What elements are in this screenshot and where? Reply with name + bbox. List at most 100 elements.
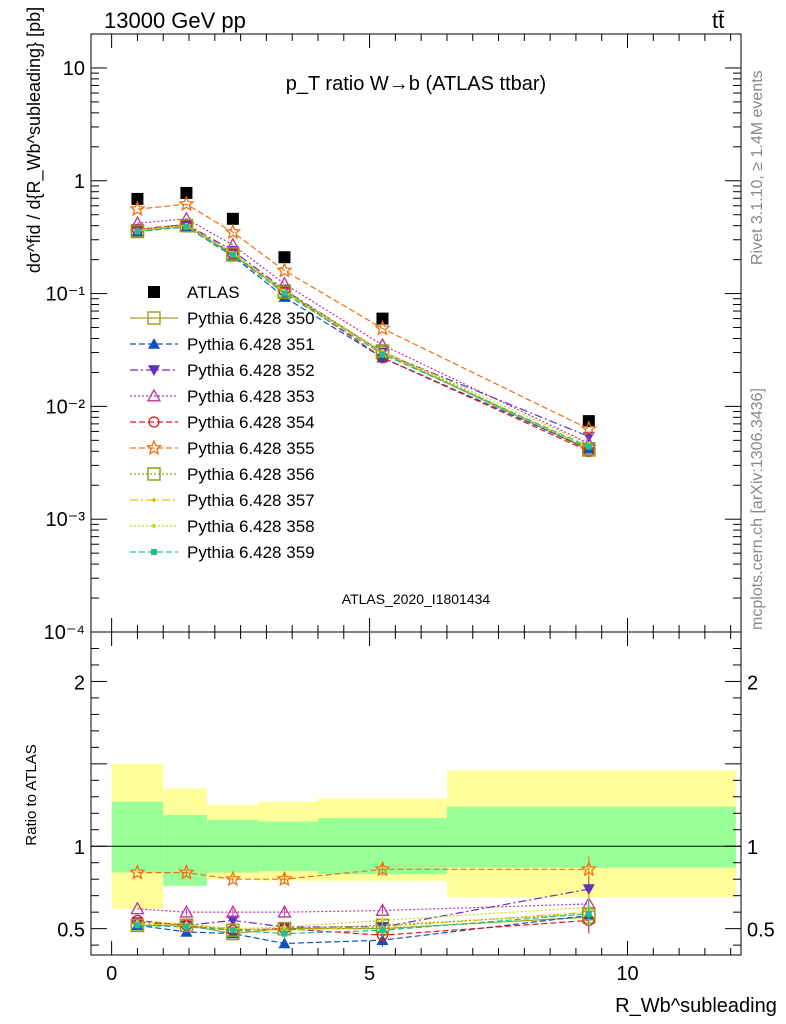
legend-marker: [147, 311, 161, 325]
ratio-series-line: [137, 868, 589, 880]
data-point: [276, 261, 293, 278]
rivet-label: Rivet 3.1.10, ≥ 1.4M events: [749, 70, 766, 265]
ratio-series-line: [137, 913, 589, 931]
legend-label-9: Pythia 6.428 358: [187, 517, 315, 536]
legend-marker: [145, 439, 163, 456]
ratio-data-point: [225, 904, 240, 918]
data-point: [224, 223, 242, 240]
data-point: [374, 319, 391, 336]
data-point: [376, 312, 389, 325]
data-point: [131, 192, 144, 205]
ratio-series-5: [129, 856, 598, 887]
ratio-data-point: [580, 860, 598, 877]
legend-label-3: Pythia 6.428 352: [187, 361, 315, 380]
analysis-label: ATLAS_2020_I1801434: [342, 591, 491, 607]
ratio-data-point: [585, 910, 592, 917]
data-point: [278, 251, 291, 264]
legend-label-7: Pythia 6.428 356: [187, 465, 315, 484]
data-point: [585, 443, 592, 450]
ratio-data-point: [134, 922, 141, 929]
legend-label-1: Pythia 6.428 350: [187, 309, 315, 328]
header-right: tt̄: [712, 8, 724, 33]
ratio-series-line: [137, 914, 589, 945]
ratio-data-point: [224, 870, 242, 887]
legend-marker: [148, 338, 160, 349]
series-0: [131, 186, 595, 428]
ratio-y-tick-label-right: 0.5: [747, 920, 775, 942]
data-point: [129, 200, 146, 217]
main-y-axis-label: dσ^fid / d{R_Wb^subleading} [pb]: [24, 7, 45, 273]
legend-label-8: Pythia 6.428 357: [187, 491, 315, 510]
ratio-y-tick-label: 2: [74, 672, 85, 694]
legend-label-0: ATLAS: [187, 283, 240, 302]
ratio-data-point: [379, 927, 386, 934]
x-tick-label: 0: [106, 963, 117, 985]
ratio-data-point: [380, 918, 385, 923]
ratio-y-tick-label-right: 2: [747, 672, 758, 694]
main-panel: 10⁻⁴ 10⁻³ 10⁻² 10⁻¹ 1 10 p_T ratio W→b (ATLAS …: [24, 7, 742, 644]
x-axis-label: R_Wb^subleading: [615, 995, 777, 1017]
series-line: [137, 225, 590, 450]
series-line: [137, 203, 590, 430]
data-point: [225, 237, 240, 251]
ratio-data-point: [229, 927, 236, 934]
legend-marker: [152, 498, 156, 502]
data-point: [226, 212, 239, 225]
ratio-data-point: [183, 923, 190, 930]
y-tick-label: 10⁻³: [46, 509, 86, 531]
band-inner: [163, 814, 208, 886]
ratio-data-point: [277, 904, 292, 918]
data-point: [179, 218, 194, 233]
ratio-series-line: [137, 911, 589, 931]
ratio-y-tick-label: 1: [74, 837, 85, 859]
ratio-y-tick-label: 0.5: [57, 920, 85, 942]
series-3: [131, 219, 595, 443]
ratio-panel: 0.5 0.5 1 1 2 2 0 5 10 Ratio to ATLAS R_Wb^sublead…: [23, 631, 777, 1017]
series-6: [129, 195, 598, 437]
ratio-data-point: [282, 924, 287, 929]
ratio-series-9: [134, 900, 592, 939]
ratio-data-point: [179, 904, 194, 918]
legend-marker: [146, 388, 162, 402]
y-tick-label: 10⁻⁴: [44, 622, 85, 644]
ratio-series-line: [137, 903, 589, 913]
ratio-data-point: [129, 863, 146, 880]
data-point: [226, 247, 240, 261]
data-point: [281, 290, 288, 297]
data-point: [134, 228, 141, 235]
band-inner: [446, 806, 736, 868]
legend-marker: [148, 365, 160, 376]
ratio-data-point: [130, 901, 145, 915]
legend-marker: [152, 524, 156, 528]
legend-marker: [148, 416, 160, 428]
legend-label-2: Pythia 6.428 351: [187, 335, 315, 354]
ratio-y-axis-label: Ratio to ATLAS: [23, 744, 40, 845]
legend-marker: [147, 467, 161, 481]
data-point: [379, 351, 386, 358]
legend-marker: [148, 286, 160, 298]
x-tick-label: 10: [616, 963, 638, 985]
data-point: [178, 195, 195, 212]
x-tick-label: 5: [364, 963, 375, 985]
ratio-data-point: [278, 937, 291, 949]
legend-marker: [151, 549, 157, 555]
y-tick-label: 1: [74, 171, 85, 193]
series-line: [137, 218, 590, 444]
y-tick-label: 10⁻²: [46, 396, 86, 418]
data-point: [183, 223, 190, 230]
data-point: [180, 186, 193, 199]
legend: ATLAS Pythia 6.428 350 Pythia 6.428 351 Pyt…: [130, 283, 315, 562]
legend-label-5: Pythia 6.428 354: [187, 413, 315, 432]
main-title: p_T ratio W→b (ATLAS ttbar): [286, 73, 546, 95]
data-point: [227, 248, 239, 260]
mcplots-label: mcplots.cern.ch [arXiv:1306.3436]: [749, 388, 766, 630]
data-point: [229, 251, 236, 258]
y-tick-label: 10: [63, 58, 85, 80]
series-line: [137, 225, 590, 449]
ratio-series-line: [137, 906, 589, 930]
ratio-data-point: [582, 884, 595, 896]
series-10: [134, 223, 592, 450]
ratio-series-line: [137, 913, 589, 935]
series-line: [137, 226, 590, 448]
